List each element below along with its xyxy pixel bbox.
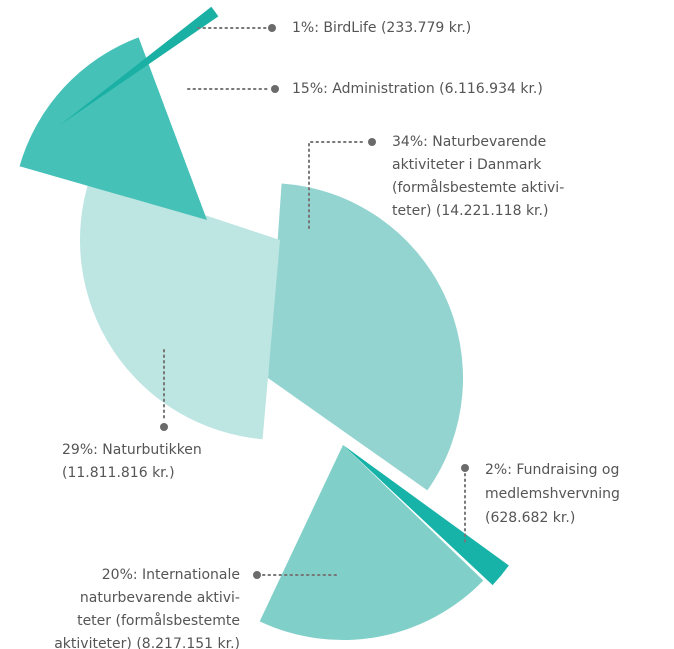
slice-label: medlemshvervning <box>485 486 620 502</box>
slice-label: 34%: Naturbevarende <box>392 134 546 150</box>
slice-label: (628.682 kr.) <box>485 510 575 526</box>
pie-slice <box>259 445 484 641</box>
slice-label: aktiviteter i Danmark <box>392 157 542 173</box>
slice-label: 29%: Naturbutikken <box>62 442 202 458</box>
leader-line <box>308 141 367 229</box>
slice-label: 2%: Fundraising og <box>485 462 619 478</box>
slices <box>19 6 509 641</box>
slice-label: (11.811.816 kr.) <box>62 465 175 481</box>
pie-slice <box>343 445 509 586</box>
slice-label: teter (formålsbestemte <box>77 612 240 629</box>
slice-label: 15%: Administration (6.116.934 kr.) <box>292 81 543 97</box>
slice-label: naturbevarende aktivi- <box>80 590 240 606</box>
leader-dot <box>160 423 168 431</box>
leader-dot <box>271 85 279 93</box>
leader-dot <box>253 571 261 579</box>
slice-label: 20%: Internationale <box>102 567 240 583</box>
leader-dot <box>368 138 376 146</box>
slice-label: aktiviteter) (8.217.151 kr.) <box>54 636 240 649</box>
slice-label: teter) (14.221.118 kr.) <box>392 203 548 219</box>
slice-label: 1%: BirdLife (233.779 kr.) <box>292 20 471 36</box>
labels: 34%: Naturbevarende aktiviteter i Danmark… <box>54 20 620 649</box>
pie-slice <box>19 37 207 220</box>
leader-dot <box>461 464 469 472</box>
leader-dot <box>268 24 276 32</box>
pie-slice <box>79 176 280 440</box>
pie-slice <box>60 6 219 125</box>
leaders <box>160 24 469 579</box>
slice-label: (formålsbestemte aktivi- <box>392 179 564 196</box>
pie-slice <box>268 183 463 491</box>
